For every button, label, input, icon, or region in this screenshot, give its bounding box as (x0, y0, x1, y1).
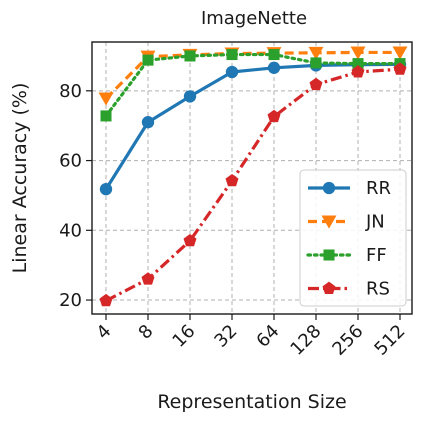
point-jn-128 (308, 46, 324, 60)
legend-marker-ff (323, 249, 335, 261)
point-rs-256 (351, 65, 365, 78)
y-axis-label: Linear Accuracy (%) (9, 83, 31, 274)
legend-label-jn: JN (365, 212, 385, 233)
point-rs-16 (183, 233, 197, 247)
y-tick-label-20: 20 (59, 290, 82, 311)
legend: RR JN FF RS (299, 169, 407, 307)
x-tick-label-4: 4 (93, 321, 116, 344)
y-tick-label-60: 60 (59, 151, 82, 172)
legend-marker-rs (322, 281, 336, 295)
y-tick-label-40: 40 (59, 220, 82, 241)
y-axis-ticks: 20 40 60 80 (59, 81, 92, 311)
point-rs-64 (267, 109, 281, 123)
point-rs-8 (141, 272, 155, 285)
point-rs-128 (309, 77, 323, 91)
point-rr-4 (99, 182, 113, 196)
series-ff (100, 49, 406, 122)
point-jn-512 (392, 46, 408, 60)
x-tick-label-512: 512 (370, 321, 409, 360)
x-tick-label-16: 16 (168, 321, 199, 352)
point-ff-16 (184, 50, 196, 62)
x-axis-label: Representation Size (157, 391, 346, 413)
point-ff-4 (100, 110, 112, 122)
point-rs-4 (99, 293, 113, 307)
series-line-ff (104, 52, 402, 118)
point-rr-64 (267, 61, 281, 74)
x-tick-label-8: 8 (135, 321, 158, 344)
point-rr-32 (225, 65, 239, 79)
point-ff-64 (268, 49, 280, 61)
chart-title: ImageNette (201, 8, 307, 29)
point-ff-8 (142, 54, 154, 66)
point-ff-32 (226, 49, 238, 61)
legend-label-rr: RR (366, 178, 391, 199)
x-tick-label-256: 256 (328, 321, 367, 360)
point-rs-512 (393, 62, 407, 75)
legend-marker-rr (322, 181, 336, 195)
x-tick-label-64: 64 (252, 321, 283, 352)
series-rs (99, 62, 407, 307)
y-tick-label-80: 80 (59, 81, 82, 102)
legend-label-ff: FF (366, 245, 387, 266)
x-tick-label-128: 128 (286, 321, 325, 360)
legend-label-rs: RS (366, 279, 390, 300)
point-rr-8 (141, 116, 155, 129)
point-jn-256 (350, 46, 366, 60)
point-rr-16 (183, 90, 197, 103)
x-axis-ticks: 4 8 16 32 64 128 256 512 (93, 314, 410, 360)
x-tick-label-32: 32 (210, 321, 241, 352)
legend-marker-jn (321, 215, 337, 229)
series-line-rs (105, 67, 401, 303)
series-layer (98, 46, 408, 307)
point-ff-128 (310, 57, 322, 69)
point-ff-256 (352, 58, 364, 70)
legend-box (299, 169, 407, 307)
plot-frame (91, 41, 413, 315)
point-rs-32 (225, 173, 239, 187)
point-jn-4 (98, 92, 114, 106)
